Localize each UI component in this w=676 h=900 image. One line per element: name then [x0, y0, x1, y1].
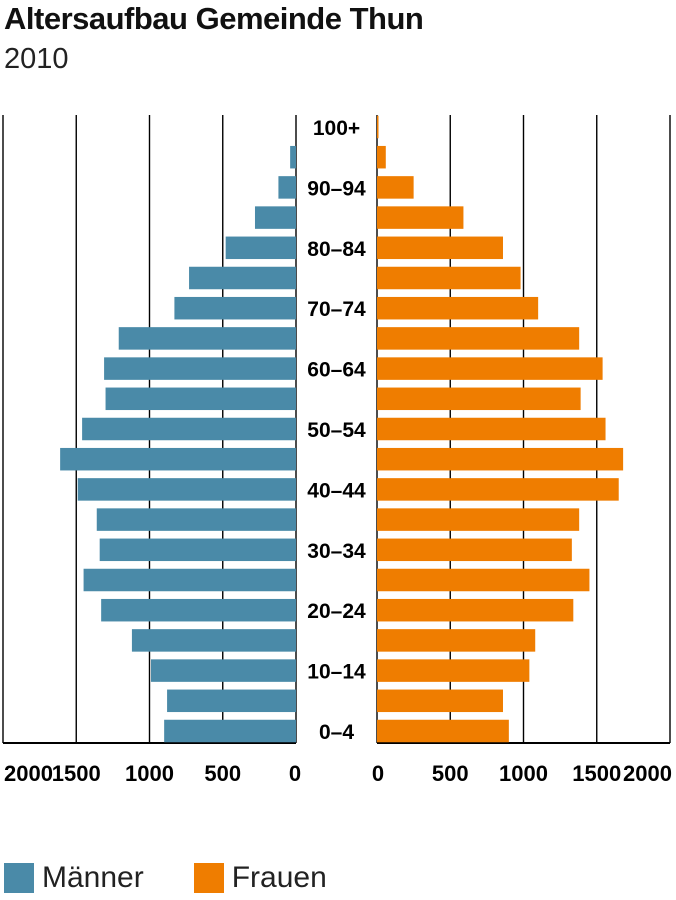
tick-left-1000: 1000	[125, 761, 174, 786]
bar-frauen-65–69	[377, 327, 580, 350]
chart-title: Altersaufbau Gemeinde Thun	[4, 1, 424, 36]
bar-frauen-95–99	[377, 145, 386, 169]
tick-left-1500: 1500	[52, 761, 101, 786]
bar-maenner-95–99	[290, 145, 296, 169]
age-label: 40–44	[307, 479, 366, 502]
tick-right-500: 500	[432, 761, 469, 786]
tick-right-0: 0	[372, 761, 384, 786]
legend: Männer Frauen	[4, 858, 377, 898]
tick-right-1000: 1000	[499, 761, 548, 786]
bar-frauen-30–34	[377, 538, 572, 562]
bar-maenner-25–29	[83, 568, 296, 592]
bar-maenner-40–44	[77, 478, 296, 501]
legend-swatch-frauen	[193, 863, 224, 893]
bar-maenner-60–64	[104, 357, 297, 380]
age-label: 100+	[313, 117, 360, 140]
bar-frauen-50–54	[377, 417, 606, 441]
bar-maenner-65–69	[118, 327, 296, 350]
age-label: 60–64	[307, 359, 366, 382]
tick-right-2000: 2000	[623, 761, 672, 786]
age-label: 20–24	[307, 600, 366, 623]
age-label: 10–14	[307, 661, 366, 684]
bar-frauen-100+	[377, 115, 379, 139]
bar-maenner-10–14	[150, 659, 296, 682]
age-label: 90–94	[307, 177, 366, 200]
bar-frauen-75–79	[377, 266, 521, 290]
tick-left-2000: 2000	[4, 761, 53, 786]
legend-item-maenner: Männer	[4, 861, 144, 895]
chart-subtitle: 2010	[4, 43, 69, 75]
legend-label-frauen: Frauen	[231, 861, 327, 894]
bar-maenner-70–74	[174, 296, 296, 320]
bar-frauen-80–84	[377, 236, 503, 260]
age-label: 50–54	[307, 419, 366, 442]
tick-left-500: 500	[204, 761, 241, 786]
age-label: 70–74	[307, 298, 366, 321]
bar-maenner-50–54	[82, 417, 296, 441]
bar-frauen-55–59	[377, 387, 581, 411]
bar-frauen-15–19	[377, 629, 536, 652]
bar-maenner-0–4	[164, 719, 296, 743]
bar-maenner-90–94	[278, 176, 296, 199]
bar-frauen-70–74	[377, 296, 539, 320]
bar-maenner-30–34	[99, 538, 296, 562]
age-label: 0–4	[319, 721, 354, 744]
bar-frauen-35–39	[377, 508, 580, 531]
bar-maenner-75–79	[189, 266, 296, 290]
legend-item-frauen: Frauen	[193, 861, 327, 895]
age-label: 30–34	[307, 540, 366, 563]
tick-right-1500: 1500	[572, 761, 621, 786]
bar-frauen-5–9	[377, 689, 503, 713]
legend-label-maenner: Männer	[42, 861, 144, 894]
bar-maenner-5–9	[167, 689, 296, 713]
bar-maenner-80–84	[225, 236, 296, 260]
legend-swatch-maenner	[4, 863, 34, 893]
bar-frauen-0–4	[377, 719, 509, 743]
bar-maenner-45–49	[60, 447, 297, 471]
age-label: 80–84	[307, 238, 366, 261]
bar-maenner-85–89	[254, 206, 296, 229]
tick-left-0: 0	[289, 761, 301, 786]
bar-frauen-90–94	[377, 176, 414, 199]
bar-maenner-55–59	[105, 387, 296, 411]
bar-frauen-60–64	[377, 357, 603, 380]
bar-maenner-35–39	[96, 508, 296, 531]
bar-maenner-20–24	[101, 598, 296, 622]
bar-frauen-25–29	[377, 568, 590, 592]
bar-frauen-10–14	[377, 659, 530, 682]
bar-frauen-20–24	[377, 598, 574, 622]
bar-frauen-85–89	[377, 206, 464, 229]
bar-frauen-45–49	[377, 447, 624, 471]
bar-frauen-40–44	[377, 478, 619, 501]
bar-maenner-15–19	[131, 629, 296, 652]
